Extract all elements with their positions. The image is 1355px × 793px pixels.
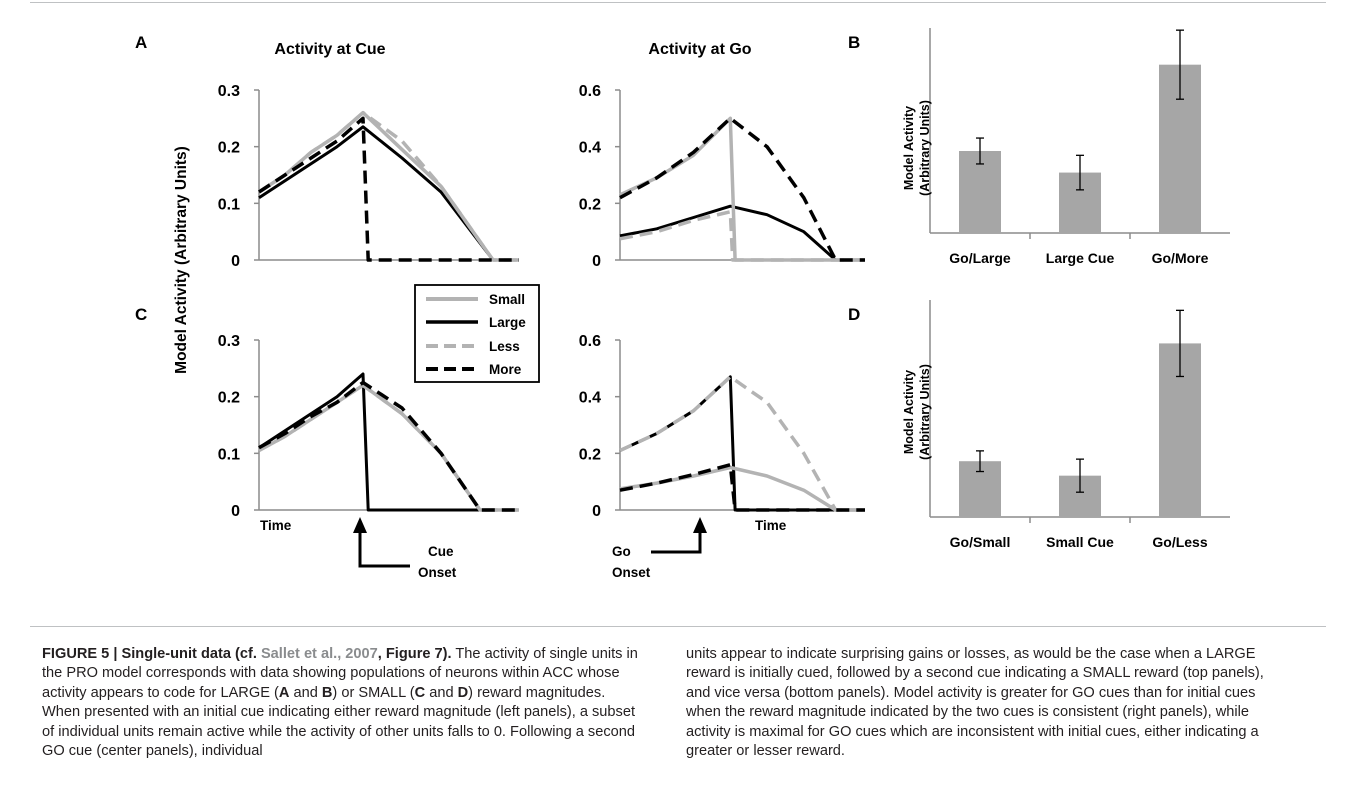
caption-rule bbox=[30, 626, 1326, 627]
series-line-more bbox=[619, 116, 865, 262]
category-label: Go/Less bbox=[1152, 534, 1207, 550]
legend-box bbox=[414, 284, 540, 383]
bar-b-ylabel-line2: (Arbitrary Units) bbox=[918, 100, 932, 196]
legend-label-more: More bbox=[489, 362, 522, 377]
title-activity-at-cue: Activity at Cue bbox=[274, 41, 385, 58]
series-line-more bbox=[258, 380, 519, 512]
bar-b-ylabel-line1: Model Activity bbox=[902, 106, 916, 190]
series-line-less bbox=[258, 110, 519, 262]
series-line-more bbox=[619, 462, 865, 512]
panel-letter-c: C bbox=[135, 305, 147, 324]
cue-onset-arrow bbox=[353, 517, 410, 568]
caption-left-column: FIGURE 5 | Single-unit data (cf. Sallet … bbox=[42, 645, 640, 761]
y-tick-label: 0.3 bbox=[218, 333, 240, 350]
y-tick-label: 0 bbox=[231, 503, 240, 520]
series-line-small bbox=[619, 465, 865, 512]
series-line-less bbox=[258, 383, 519, 512]
y-tick-label: 0 bbox=[592, 503, 601, 520]
y-tick-label: 0.1 bbox=[218, 446, 240, 463]
caption-and-1: and bbox=[289, 684, 322, 701]
panel-letter-b: B bbox=[848, 33, 860, 52]
caption-text-1: The activity of single units in the PRO … bbox=[42, 646, 638, 701]
figure-5: A B C D Activity at Cue Activity at Go M… bbox=[135, 28, 1230, 580]
caption-figure-label: FIGURE 5 | Single-unit data (cf. bbox=[42, 646, 261, 662]
y-tick-label: 0.6 bbox=[579, 333, 601, 350]
series-line-less bbox=[619, 375, 865, 512]
bar-d-ylabel-line2: (Arbitrary Units) bbox=[918, 364, 932, 460]
caption-ref-b: B bbox=[321, 684, 333, 701]
caption-ref-c: C bbox=[414, 684, 426, 701]
legend-label-large: Large bbox=[489, 315, 526, 330]
legend-label-small: Small bbox=[489, 292, 525, 307]
panel-letter-d: D bbox=[848, 305, 860, 324]
chart-c-cue: 0.3 0.2 0.1 0 bbox=[218, 333, 519, 520]
caption-ref-d: D bbox=[457, 684, 469, 701]
caption-ref-a: A bbox=[278, 684, 290, 701]
go-arrow-line bbox=[651, 528, 702, 554]
caption-citation-link[interactable]: Sallet et al., 2007 bbox=[260, 646, 378, 662]
chart-c-go: 0.6 0.4 0.2 0 bbox=[579, 333, 865, 520]
series-line-less bbox=[619, 210, 865, 262]
series-line-small bbox=[619, 116, 865, 262]
go-onset-label-1: Go bbox=[612, 544, 631, 559]
series-line-small bbox=[258, 110, 519, 262]
caption-and-2: and bbox=[425, 684, 458, 701]
go-onset-label-2: Onset bbox=[612, 565, 651, 580]
category-label: Go/Small bbox=[950, 534, 1011, 550]
series-line-large bbox=[258, 372, 519, 512]
caption-figure-label-end: , Figure 7). bbox=[377, 646, 452, 662]
y-tick-label: 0.2 bbox=[218, 140, 240, 157]
y-tick-label: 0.2 bbox=[579, 196, 601, 213]
chart-d-bars: Go/Small Small Cue Go/Less bbox=[929, 300, 1230, 550]
bar-go-large bbox=[959, 151, 1001, 233]
cue-onset-label-2: Onset bbox=[418, 565, 457, 580]
cue-arrow-head bbox=[353, 517, 367, 533]
y-tick-label: 0.4 bbox=[579, 390, 601, 407]
category-label: Small Cue bbox=[1046, 534, 1114, 550]
y-tick-label: 0.4 bbox=[579, 140, 601, 157]
y-tick-label: 0.1 bbox=[218, 196, 240, 213]
y-tick-label: 0 bbox=[231, 253, 240, 270]
bar-d-ylabel-line1: Model Activity bbox=[902, 370, 916, 454]
chart-a-go: 0.6 0.4 0.2 0 bbox=[579, 83, 865, 270]
series-line-large bbox=[619, 204, 865, 262]
chart-b-bars: Go/Large Large Cue Go/More bbox=[929, 28, 1230, 266]
legend-label-less: Less bbox=[489, 339, 520, 354]
go-onset-arrow bbox=[651, 517, 707, 554]
title-activity-at-go: Activity at Go bbox=[648, 41, 751, 58]
y-tick-label: 0.2 bbox=[218, 390, 240, 407]
category-label: Go/More bbox=[1152, 250, 1209, 266]
y-tick-label: 0 bbox=[592, 253, 601, 270]
series-line-large bbox=[619, 375, 865, 512]
y-tick-label: 0.3 bbox=[218, 83, 240, 100]
series-line-more bbox=[258, 116, 519, 262]
series-line-small bbox=[258, 383, 519, 512]
category-label: Large Cue bbox=[1046, 250, 1115, 266]
legend: Small Large Less More bbox=[414, 284, 540, 383]
cue-arrow-line bbox=[358, 528, 410, 568]
caption-text-3: ) reward magnitudes. When presented with… bbox=[42, 684, 635, 760]
caption-text-2: ) or SMALL ( bbox=[332, 684, 415, 701]
y-tick-label: 0.2 bbox=[579, 446, 601, 463]
shared-y-axis-label: Model Activity (Arbitrary Units) bbox=[173, 146, 190, 374]
time-label-right: Time bbox=[755, 518, 787, 533]
category-label: Go/Large bbox=[949, 250, 1011, 266]
panel-letter-a: A bbox=[135, 33, 147, 52]
cue-onset-label-1: Cue bbox=[428, 544, 454, 559]
caption-right-column: units appear to indicate surprising gain… bbox=[686, 646, 1264, 760]
y-tick-label: 0.6 bbox=[579, 83, 601, 100]
chart-a-cue: 0.3 0.2 0.1 0 bbox=[218, 83, 519, 270]
time-label-left: Time bbox=[260, 518, 292, 533]
go-arrow-head bbox=[693, 517, 707, 533]
top-rule bbox=[30, 2, 1326, 3]
